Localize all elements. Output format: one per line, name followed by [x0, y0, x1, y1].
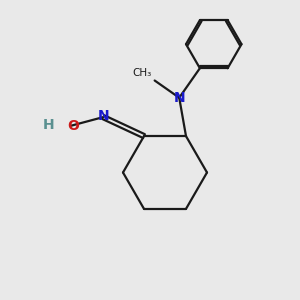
Text: N: N: [173, 91, 185, 105]
Text: O: O: [67, 119, 79, 133]
Text: CH₃: CH₃: [132, 68, 152, 77]
Text: H: H: [42, 118, 54, 132]
Text: N: N: [98, 110, 109, 123]
